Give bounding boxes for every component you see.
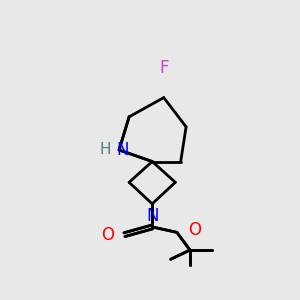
Circle shape xyxy=(148,222,157,232)
Text: N: N xyxy=(146,207,158,225)
Circle shape xyxy=(148,199,157,208)
Text: F: F xyxy=(159,59,169,77)
Circle shape xyxy=(172,228,182,237)
Circle shape xyxy=(120,230,129,239)
Text: O: O xyxy=(101,226,114,244)
Circle shape xyxy=(185,245,195,255)
Circle shape xyxy=(115,145,124,154)
Text: H: H xyxy=(99,142,111,158)
Text: O: O xyxy=(188,221,201,239)
Circle shape xyxy=(159,93,168,102)
Text: N: N xyxy=(117,141,129,159)
